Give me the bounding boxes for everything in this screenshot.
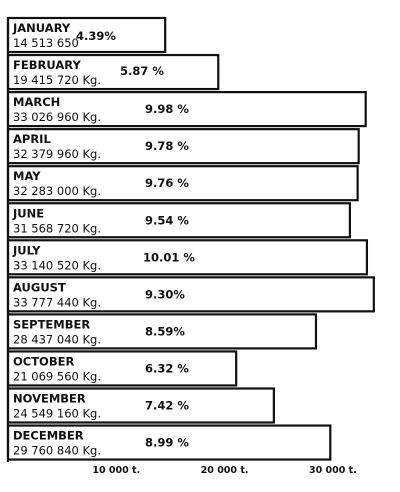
bar-month-label: JULY	[12, 243, 41, 257]
bar-july	[6, 239, 369, 276]
x-tick-labels: 10 000 t. 20 000 t. 30 000 t.	[92, 465, 356, 476]
bar-month-label: FEBRUARY	[13, 58, 81, 72]
bar-percent-label: 6.32 %	[145, 361, 189, 375]
x-tick-label: 10 000 t.	[92, 465, 140, 476]
bar-percent-label: 9.76 %	[145, 176, 189, 190]
bar-percent-label: 8.59%	[145, 324, 185, 338]
bar-month-label: APRIL	[13, 132, 51, 146]
bar-weight-label: 29 760 840 Kg.	[13, 444, 101, 458]
bar-month-label: OCTOBER	[13, 354, 74, 368]
bar-month-label: SEPTEMBER	[13, 317, 90, 331]
bar-percent-label: 9.78 %	[145, 139, 189, 153]
bar-weight-label: 31 568 720 Kg.	[13, 221, 101, 235]
bar-month-label: AUGUST	[13, 280, 66, 294]
bar-percent-label: 9.30%	[145, 287, 185, 301]
bar-percent-label: 7.42 %	[145, 399, 189, 413]
bar-weight-label: 33 140 520 Kg.	[13, 258, 101, 272]
bar-percent-label: 9.54 %	[145, 213, 189, 227]
bar-percent-label: 8.99 %	[145, 436, 189, 450]
bar-month-label: DECEMBER	[13, 429, 84, 443]
bar-weight-label: 19 415 720 Kg.	[13, 73, 101, 87]
bar-weight-label: 33 026 960 Kg.	[13, 110, 101, 124]
bar-month-label: MARCH	[13, 95, 60, 109]
bar-weight-label: 28 437 040 Kg.	[13, 332, 101, 346]
bar-february	[6, 53, 220, 91]
x-tick-label: 20 000 t.	[201, 465, 249, 476]
bar-december	[6, 424, 332, 461]
bar-weight-label: 21 069 560 Kg.	[13, 369, 101, 383]
bar-month-label: NOVEMBER	[13, 392, 86, 406]
bar-month-label: JANUARY	[12, 21, 71, 35]
bar-march	[6, 90, 367, 128]
bar-weight-label: 32 379 960 Kg.	[13, 147, 101, 161]
bar-percent-label: 10.01 %	[143, 250, 195, 264]
bar-weight-label: 14 513 650	[13, 36, 79, 50]
bar-weight-label: 33 777 440 Kg.	[13, 295, 101, 309]
bar-month-label: MAY	[13, 169, 41, 183]
bar-weight-label: 32 283 000 Kg.	[13, 184, 101, 198]
bar-month-label: JUNE	[12, 206, 44, 220]
bar-percent-label: 4.39%	[76, 29, 116, 43]
bar-may	[6, 165, 359, 202]
bar-november	[6, 387, 275, 424]
bar-percent-label: 5.87 %	[120, 64, 164, 78]
bar-april	[6, 128, 360, 165]
bar-percent-label: 9.98 %	[145, 102, 189, 116]
x-tick-label: 30 000 t.	[309, 465, 357, 476]
bar-weight-label: 24 549 160 Kg.	[13, 407, 101, 421]
